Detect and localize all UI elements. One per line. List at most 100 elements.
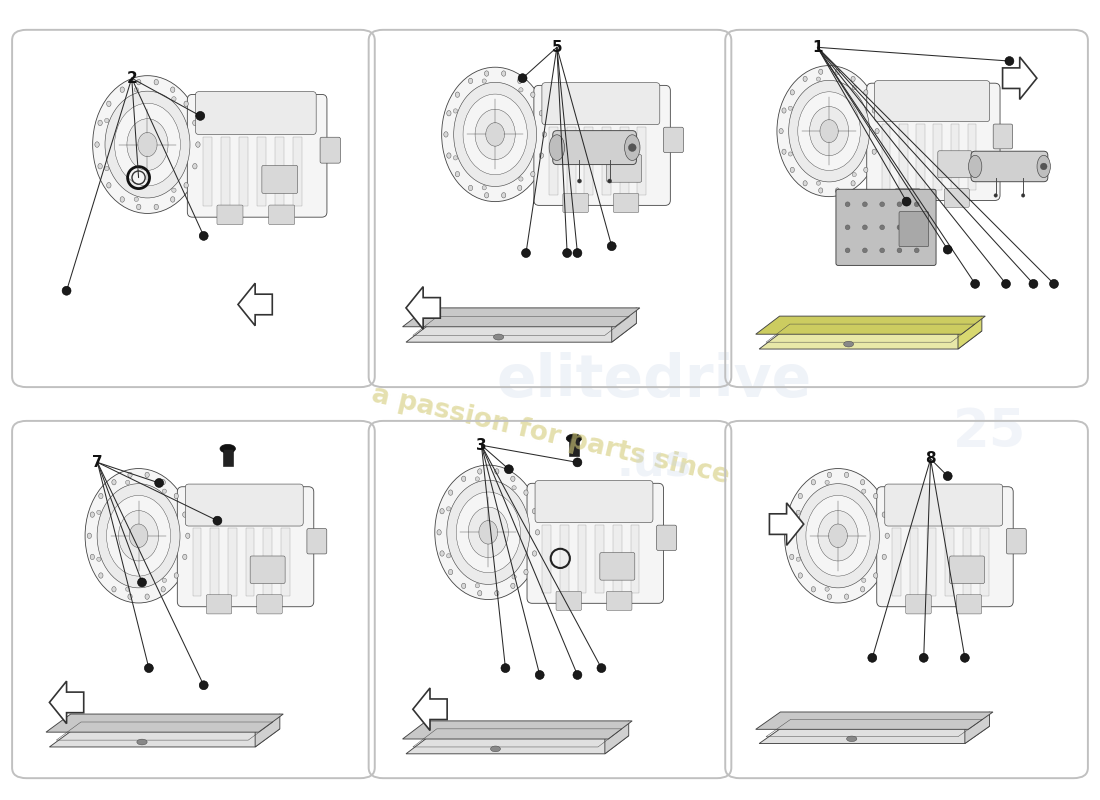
Circle shape [125, 587, 130, 591]
Ellipse shape [128, 472, 132, 478]
Ellipse shape [161, 479, 165, 485]
Circle shape [144, 664, 153, 673]
Circle shape [845, 202, 850, 206]
Text: 2: 2 [126, 70, 138, 86]
Ellipse shape [442, 67, 549, 202]
Polygon shape [965, 712, 990, 743]
Circle shape [536, 670, 544, 679]
Ellipse shape [812, 479, 815, 485]
Ellipse shape [818, 510, 858, 561]
FancyBboxPatch shape [563, 194, 589, 213]
FancyBboxPatch shape [836, 190, 936, 266]
Circle shape [104, 118, 109, 122]
FancyBboxPatch shape [606, 591, 632, 610]
Ellipse shape [1037, 155, 1050, 178]
Ellipse shape [114, 103, 180, 186]
Bar [968, 124, 977, 190]
Bar [202, 137, 212, 206]
Circle shape [512, 574, 516, 579]
Polygon shape [872, 95, 875, 176]
Ellipse shape [625, 134, 640, 161]
Bar [245, 528, 254, 596]
Ellipse shape [502, 193, 506, 198]
Polygon shape [406, 286, 440, 329]
Ellipse shape [494, 334, 504, 340]
Circle shape [861, 489, 866, 494]
Text: .us: .us [617, 442, 692, 486]
Ellipse shape [786, 533, 791, 538]
Text: a passion for parts since: a passion for parts since [368, 382, 732, 490]
Ellipse shape [510, 583, 515, 589]
Ellipse shape [469, 507, 508, 558]
Circle shape [519, 177, 524, 181]
Polygon shape [406, 736, 629, 754]
Polygon shape [958, 316, 982, 349]
Polygon shape [756, 712, 993, 730]
Circle shape [453, 109, 458, 113]
Circle shape [880, 225, 884, 230]
Ellipse shape [542, 132, 547, 137]
Ellipse shape [192, 120, 197, 126]
FancyBboxPatch shape [187, 94, 327, 217]
Bar [566, 126, 575, 194]
Ellipse shape [820, 120, 838, 142]
Ellipse shape [443, 132, 448, 137]
Ellipse shape [777, 66, 881, 197]
Ellipse shape [524, 570, 528, 574]
Ellipse shape [145, 472, 150, 478]
FancyBboxPatch shape [993, 124, 1013, 149]
FancyBboxPatch shape [884, 484, 1003, 526]
Circle shape [475, 477, 480, 481]
FancyBboxPatch shape [542, 82, 660, 125]
Circle shape [607, 242, 616, 250]
Ellipse shape [87, 533, 91, 538]
Circle shape [920, 654, 928, 662]
FancyBboxPatch shape [217, 205, 243, 225]
Circle shape [960, 654, 969, 662]
FancyBboxPatch shape [196, 92, 316, 134]
Ellipse shape [518, 78, 521, 83]
Ellipse shape [447, 153, 451, 158]
Ellipse shape [183, 554, 187, 559]
Circle shape [521, 249, 530, 258]
Circle shape [896, 202, 902, 206]
FancyBboxPatch shape [307, 529, 327, 554]
Ellipse shape [174, 494, 178, 498]
Ellipse shape [539, 153, 543, 158]
Bar [221, 137, 230, 206]
Ellipse shape [484, 193, 488, 198]
Ellipse shape [799, 494, 802, 498]
Polygon shape [756, 316, 986, 334]
Polygon shape [192, 106, 195, 192]
Ellipse shape [864, 90, 868, 95]
Bar [257, 137, 266, 206]
FancyBboxPatch shape [207, 594, 232, 614]
Polygon shape [406, 323, 637, 342]
Polygon shape [769, 503, 804, 546]
Ellipse shape [455, 92, 460, 98]
Bar [280, 528, 289, 596]
FancyBboxPatch shape [177, 486, 314, 606]
Circle shape [1028, 279, 1038, 288]
Circle shape [172, 97, 176, 101]
Polygon shape [605, 721, 629, 754]
Ellipse shape [803, 181, 807, 186]
Bar [595, 525, 604, 593]
FancyBboxPatch shape [185, 484, 304, 526]
Text: elitedrive: elitedrive [497, 351, 812, 409]
Ellipse shape [491, 746, 501, 752]
Polygon shape [532, 495, 535, 578]
FancyBboxPatch shape [527, 483, 663, 603]
Ellipse shape [129, 524, 147, 547]
Circle shape [62, 286, 72, 295]
Circle shape [500, 664, 510, 673]
Polygon shape [403, 308, 640, 326]
Ellipse shape [502, 71, 506, 76]
Ellipse shape [835, 188, 839, 193]
Text: 5: 5 [551, 40, 562, 55]
Bar [619, 126, 628, 194]
Ellipse shape [477, 590, 482, 596]
Ellipse shape [784, 469, 891, 603]
FancyBboxPatch shape [250, 556, 285, 583]
Circle shape [914, 202, 920, 206]
